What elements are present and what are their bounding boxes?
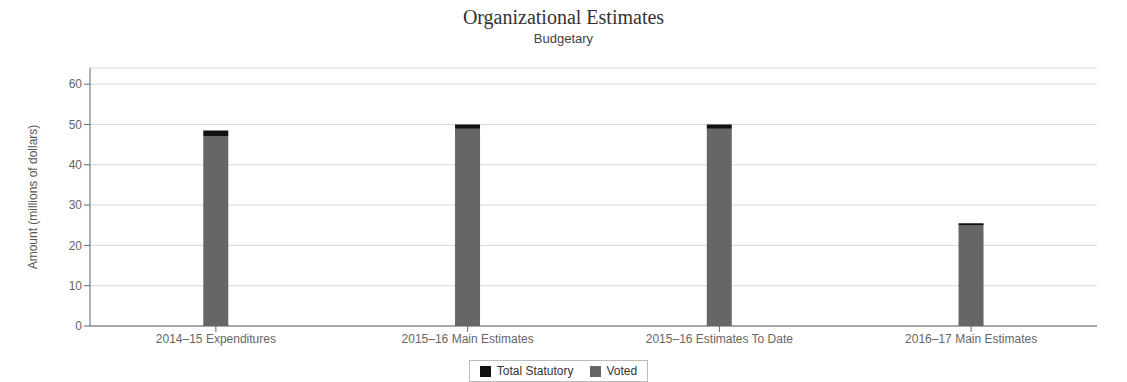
svg-text:10: 10 [69,279,83,293]
html-text:Voted: Voted [606,364,638,378]
svg-text:20: 20 [69,239,83,253]
svg-text:0: 0 [75,319,82,333]
html-text:Organizational Estimates: Organizational Estimates [462,6,665,28]
svg-text:2015–16 Estimates To Date: 2015–16 Estimates To Date [646,332,794,346]
html-text:Total Statutory: Total Statutory [496,364,574,378]
svg-text:2014–15 Expenditures: 2014–15 Expenditures [156,332,276,346]
svg-text:2016–17 Main Estimates: 2016–17 Main Estimates [905,332,1037,346]
svg-text:2015–16 Main Estimates: 2015–16 Main Estimates [402,332,534,346]
svg-text:50: 50 [69,118,83,132]
html-text:Budgetary: Budgetary [533,31,594,46]
svg-text:Amount (millions of dollars): Amount (millions of dollars) [26,125,40,270]
svg-text:60: 60 [69,77,83,91]
svg-text:30: 30 [69,198,83,212]
svg-text:40: 40 [69,158,83,172]
